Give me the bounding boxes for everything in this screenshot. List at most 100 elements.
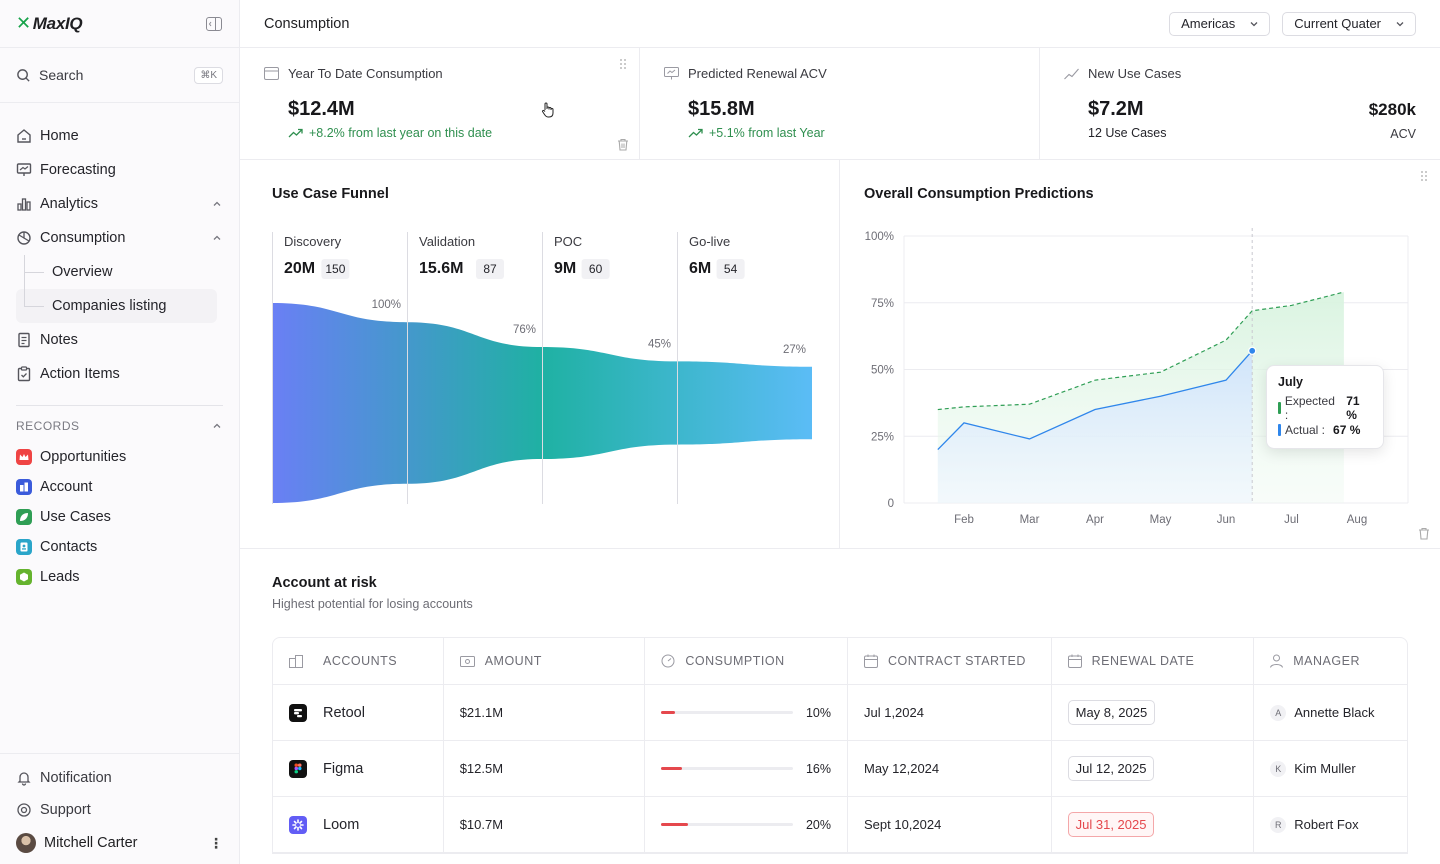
nav-label-notes: Notes [40,332,78,348]
nav-item-analytics[interactable]: Analytics [16,187,223,221]
x-tick-label: May [1150,514,1172,526]
contact-card-icon [16,539,32,555]
y-tick-label: 0 [888,498,894,510]
account-name[interactable]: Retool [323,704,365,721]
funnel-stage-value: 15.6M [419,260,463,277]
nav-label-consumption: Consumption [40,230,126,246]
record-item-opportunities[interactable]: Opportunities [0,442,239,472]
tooltip-actual-value: 67 % [1333,423,1361,437]
nav-label-home: Home [40,128,79,144]
tooltip-expected-label: Expected : [1284,394,1335,422]
region-select[interactable]: Americas [1169,11,1271,36]
trash-icon[interactable] [1418,527,1430,540]
col-header-label: CONTRACT STARTED [887,654,1026,668]
chart-tooltip: July Expected : 71 % Actual : 67 % [1266,365,1384,449]
record-item-contacts[interactable]: Contacts [0,532,239,562]
tooltip-row-actual: Actual : 67 % [1278,419,1372,441]
table-row[interactable]: Loom $10.7M 20% Sept 10,2024 Jul 31, 202… [273,797,1407,853]
nav-subitem-overview[interactable]: Overview [16,255,223,289]
table-row[interactable]: Figma $12.5M 16% May 12,2024 Jul 12, 202… [273,741,1407,797]
sidebar-toggle-icon[interactable] [205,15,223,33]
pie-chart-icon [17,231,31,245]
sidebar: ✕ MaxIQ Search ⌘K Home Forecasting Analy… [0,0,240,864]
chevron-up-icon[interactable] [211,198,223,210]
leaf-icon [16,509,32,525]
hand-cursor-icon [542,102,554,118]
banknote-icon [459,655,475,667]
table-row[interactable]: Retool $21.1M 10% Jul 1,2024 May 8, 2025… [273,685,1407,741]
prediction-panel: Overall Consumption Predictions 0 25% 50% 7… [840,160,1440,548]
support-button[interactable]: Support [16,794,223,826]
record-item-leads[interactable]: Leads [0,562,239,592]
consumption-value: 10% [805,705,831,720]
funnel-stage-value: 9M [554,260,576,277]
presentation-icon [16,163,32,176]
col-header-manager[interactable]: MANAGER [1254,638,1407,684]
more-vertical-icon[interactable]: ⋮ [209,834,223,851]
calendar-icon [863,654,878,668]
main-nav: Home Forecasting Analytics Consumption O… [0,103,239,391]
record-label-opportunities: Opportunities [40,449,127,465]
cell-contract-started: Sept 10,2024 [848,797,1052,852]
manager-name: Robert Fox [1294,817,1359,832]
hover-point [1248,346,1257,355]
nav-label-action-items: Action Items [40,366,120,382]
chevron-down-icon [1396,21,1404,26]
kpi-label: New Use Cases [1088,66,1182,81]
drag-handle-icon[interactable] [1420,170,1428,182]
record-item-use-cases[interactable]: Use Cases [0,502,239,532]
funnel-count-badge [476,259,504,279]
cell-consumption: 10% [645,685,848,740]
nav-item-home[interactable]: Home [16,119,223,153]
records-section-header[interactable]: RECORDS [0,416,239,436]
record-item-account[interactable]: Account [0,472,239,502]
retool-logo-icon [289,703,307,722]
cell-account: Retool [273,685,444,740]
support-icon [17,803,31,817]
funnel-stage-label: Discovery [284,234,342,249]
kpi-card-ytd: Year To Date Consumption $12.4M +8.2% fr… [240,48,640,159]
funnel-panel: Use Case Funnel Discovery 20M 150 100% Valid… [240,160,840,548]
cell-renewal-date: May 8, 2025 [1052,685,1255,740]
col-header-amount[interactable]: AMOUNT [444,638,646,684]
brand-logo[interactable]: ✕ MaxIQ [16,13,83,34]
clipboard-check-icon [17,366,31,382]
col-header-renewal-date[interactable]: RENEWAL DATE [1052,638,1255,684]
chevron-up-icon[interactable] [211,420,223,432]
nav-item-action-items[interactable]: Action Items [16,357,223,391]
cell-manager: R Robert Fox [1254,797,1407,852]
manager-avatar: R [1270,816,1287,833]
kpi-label: Year To Date Consumption [288,66,443,81]
nav-item-consumption[interactable]: Consumption [16,221,223,255]
manager-name: Kim Muller [1294,761,1356,776]
expected-line [937,291,1345,411]
consumption-progress [661,767,793,770]
x-tick-label: Jul [1284,514,1299,526]
chevron-up-icon[interactable] [211,232,223,244]
account-name[interactable]: Loom [323,816,360,833]
prediction-title: Overall Consumption Predictions [864,186,1094,202]
renewal-date-badge: Jul 12, 2025 [1067,756,1155,781]
manager-avatar: A [1270,704,1287,721]
notification-button[interactable]: Notification [16,762,223,794]
drag-handle-icon[interactable] [619,58,627,70]
account-name[interactable]: Figma [323,760,364,777]
search-button[interactable]: Search ⌘K [0,48,239,103]
col-header-accounts[interactable]: ACCOUNTS [273,638,444,684]
nav-item-forecasting[interactable]: Forecasting [16,153,223,187]
nav-subitem-companies-listing[interactable]: Companies listing [16,289,217,323]
nav-label-analytics: Analytics [40,196,99,212]
funnel-percentage: 45% [648,338,671,350]
trash-icon[interactable] [617,138,629,151]
main-content: Consumption Americas Current Quater Year… [240,0,1440,864]
funnel-stage-count: 87 [483,262,497,276]
nav-item-notes[interactable]: Notes [16,323,223,357]
funnel-percentage: 100% [372,299,401,311]
record-label-leads: Leads [40,569,80,585]
tooltip-title: July [1278,375,1304,389]
col-header-consumption[interactable]: CONSUMPTION [645,638,848,684]
user-profile[interactable]: Mitchell Carter ⋮ [16,826,223,860]
account-at-risk-section: Account at risk Highest potential for lo… [240,549,1440,854]
period-select[interactable]: Current Quater [1282,11,1416,36]
col-header-contract-started[interactable]: CONTRACT STARTED [848,638,1052,684]
